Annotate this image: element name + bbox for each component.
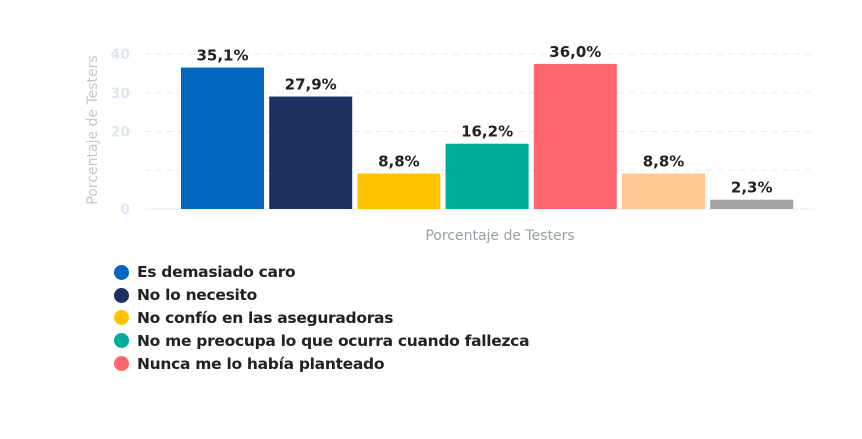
bar-value-label: 27,9% [285,76,337,94]
legend-dot-icon [114,264,129,280]
legend-label: No me preocupa lo que ocurra cuando fall… [137,331,530,350]
bar [269,96,353,209]
legend-dot-icon [114,310,129,326]
bar [533,63,617,209]
bar-value-label: 8,8% [643,153,685,171]
y-axis-title: Porcentaje de Testers [85,55,101,204]
bar-value-label: 2,3% [731,179,773,197]
legend-label: Nunca me lo había planteado [137,354,385,373]
y-tick-label: 0 [120,202,130,218]
y-tick-label: 20 [111,125,131,141]
bar-value-label: 16,2% [461,123,513,141]
bar-value-label: 8,8% [378,153,420,171]
y-tick-label: 40 [111,47,131,63]
legend-label: No lo necesito [137,286,258,305]
legend-dot-icon [114,356,129,372]
legend-item[interactable]: No lo necesito [114,284,529,307]
legend-label: No confío en las aseguradoras [137,308,394,327]
bar-value-label: 35,1% [196,47,248,65]
legend-dot-icon [114,333,129,349]
bar [445,143,529,209]
legend-dot-icon [114,287,129,303]
legend-item[interactable]: No confío en las aseguradoras [114,307,529,330]
legend-item[interactable]: Nunca me lo había planteado [114,352,529,375]
bar-value-label: 36,0% [549,43,601,61]
x-axis-title: Porcentaje de Testers [425,228,574,244]
bar [622,173,705,209]
legend-label: Es demasiado caro [137,263,296,282]
y-tick-label: 30 [111,86,131,102]
bar-chart: 0 20 30 40 35,1% 27,9% 8,8% 16,2% 36,0% 8,8% 2,3%… [85,43,815,244]
legend-item[interactable]: No me preocupa lo que ocurra cuando fall… [114,329,530,352]
legend: Es demasiado caro No lo necesito No conf… [114,261,530,375]
legend-item[interactable]: Es demasiado caro [114,261,529,284]
bar [357,173,441,209]
bar [710,199,794,209]
bar [181,67,264,209]
